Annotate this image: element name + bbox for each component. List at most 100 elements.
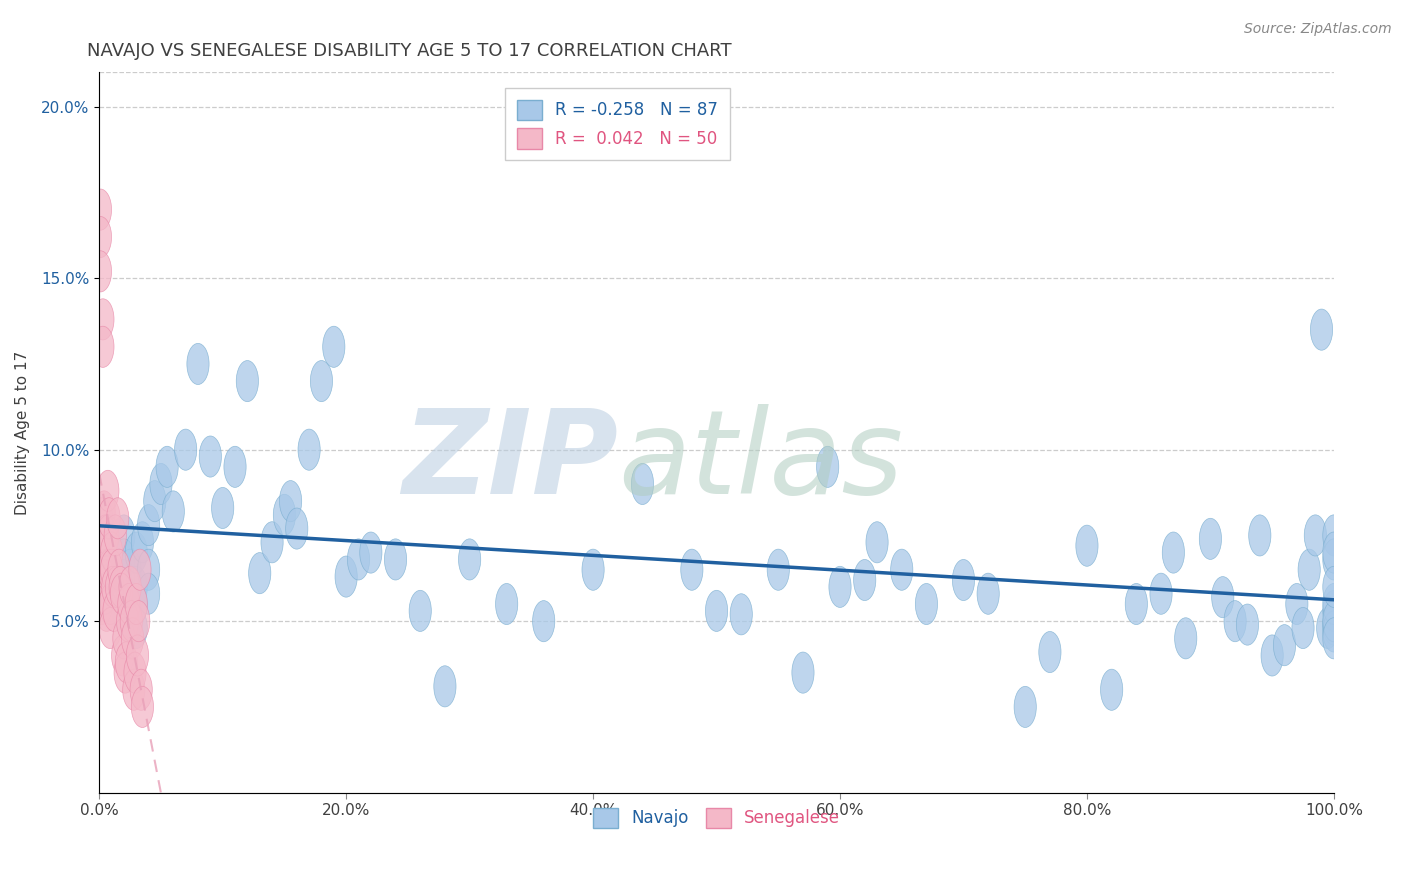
Ellipse shape [174, 429, 197, 470]
Ellipse shape [298, 429, 321, 470]
Ellipse shape [100, 583, 121, 624]
Ellipse shape [96, 549, 118, 591]
Ellipse shape [91, 299, 114, 340]
Ellipse shape [495, 583, 517, 624]
Ellipse shape [100, 532, 122, 574]
Ellipse shape [143, 481, 166, 522]
Ellipse shape [1163, 532, 1184, 574]
Ellipse shape [224, 446, 246, 487]
Ellipse shape [347, 539, 370, 580]
Ellipse shape [1076, 525, 1098, 566]
Ellipse shape [112, 539, 135, 580]
Ellipse shape [1199, 518, 1222, 559]
Ellipse shape [138, 549, 160, 591]
Ellipse shape [94, 515, 117, 556]
Ellipse shape [1323, 566, 1346, 607]
Ellipse shape [125, 583, 148, 624]
Ellipse shape [1323, 515, 1346, 556]
Ellipse shape [97, 470, 120, 511]
Ellipse shape [120, 549, 141, 591]
Ellipse shape [285, 508, 308, 549]
Text: Source: ZipAtlas.com: Source: ZipAtlas.com [1244, 22, 1392, 37]
Ellipse shape [156, 446, 179, 487]
Ellipse shape [112, 618, 135, 659]
Ellipse shape [107, 498, 129, 539]
Ellipse shape [631, 464, 654, 505]
Ellipse shape [104, 515, 127, 556]
Ellipse shape [125, 607, 148, 648]
Ellipse shape [1014, 686, 1036, 728]
Ellipse shape [94, 559, 117, 600]
Ellipse shape [162, 491, 184, 532]
Ellipse shape [1323, 583, 1346, 624]
Ellipse shape [853, 559, 876, 600]
Ellipse shape [1323, 539, 1346, 580]
Ellipse shape [236, 360, 259, 401]
Ellipse shape [94, 574, 117, 615]
Ellipse shape [138, 574, 160, 615]
Ellipse shape [977, 574, 1000, 615]
Ellipse shape [98, 498, 120, 539]
Ellipse shape [131, 669, 152, 710]
Ellipse shape [125, 532, 148, 574]
Ellipse shape [1174, 618, 1197, 659]
Ellipse shape [323, 326, 344, 368]
Ellipse shape [187, 343, 209, 384]
Ellipse shape [128, 600, 150, 641]
Ellipse shape [1323, 611, 1346, 652]
Ellipse shape [335, 556, 357, 597]
Ellipse shape [112, 515, 135, 556]
Ellipse shape [1323, 532, 1346, 574]
Ellipse shape [792, 652, 814, 693]
Text: ZIP: ZIP [402, 404, 617, 519]
Ellipse shape [90, 217, 111, 258]
Ellipse shape [98, 549, 120, 591]
Ellipse shape [97, 515, 120, 556]
Ellipse shape [1310, 309, 1333, 351]
Ellipse shape [1323, 600, 1346, 641]
Y-axis label: Disability Age 5 to 17: Disability Age 5 to 17 [15, 351, 30, 515]
Ellipse shape [112, 594, 135, 635]
Ellipse shape [1323, 591, 1346, 632]
Ellipse shape [1125, 583, 1147, 624]
Ellipse shape [93, 549, 115, 591]
Ellipse shape [1298, 549, 1320, 591]
Ellipse shape [131, 522, 153, 563]
Ellipse shape [90, 583, 112, 624]
Ellipse shape [817, 446, 839, 487]
Ellipse shape [91, 326, 114, 368]
Ellipse shape [108, 549, 131, 591]
Ellipse shape [125, 566, 148, 607]
Ellipse shape [90, 251, 111, 292]
Ellipse shape [1212, 576, 1234, 618]
Ellipse shape [129, 549, 150, 591]
Ellipse shape [952, 559, 974, 600]
Ellipse shape [409, 591, 432, 632]
Ellipse shape [131, 686, 153, 728]
Ellipse shape [1225, 600, 1246, 641]
Ellipse shape [768, 549, 789, 591]
Ellipse shape [124, 652, 146, 693]
Ellipse shape [90, 498, 112, 539]
Ellipse shape [1150, 574, 1173, 615]
Ellipse shape [384, 539, 406, 580]
Ellipse shape [1236, 604, 1258, 645]
Text: atlas: atlas [617, 404, 903, 518]
Ellipse shape [211, 487, 233, 529]
Ellipse shape [730, 594, 752, 635]
Ellipse shape [93, 491, 115, 532]
Ellipse shape [96, 591, 118, 632]
Ellipse shape [1101, 669, 1123, 710]
Ellipse shape [280, 481, 302, 522]
Ellipse shape [1285, 583, 1308, 624]
Ellipse shape [101, 566, 124, 607]
Ellipse shape [125, 583, 148, 624]
Ellipse shape [1274, 624, 1295, 665]
Ellipse shape [112, 574, 135, 615]
Ellipse shape [273, 494, 295, 535]
Ellipse shape [118, 583, 141, 624]
Ellipse shape [830, 566, 851, 607]
Legend: Navajo, Senegalese: Navajo, Senegalese [586, 801, 846, 835]
Ellipse shape [890, 549, 912, 591]
Ellipse shape [1323, 618, 1346, 659]
